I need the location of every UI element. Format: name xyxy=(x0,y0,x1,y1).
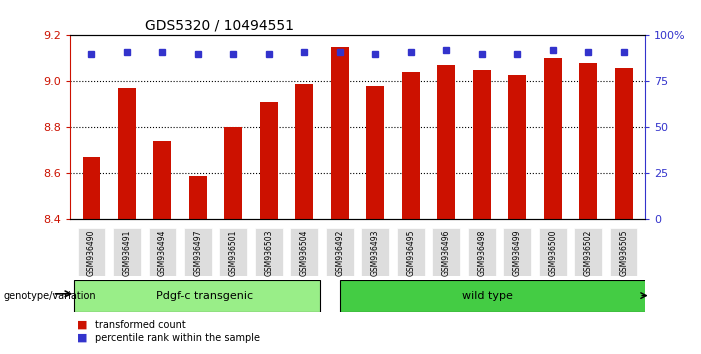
FancyBboxPatch shape xyxy=(362,228,389,276)
Text: GSM936499: GSM936499 xyxy=(512,229,522,275)
Text: GSM936494: GSM936494 xyxy=(158,229,167,275)
Text: GSM936497: GSM936497 xyxy=(193,229,203,275)
Text: GSM936496: GSM936496 xyxy=(442,229,451,275)
FancyBboxPatch shape xyxy=(219,228,247,276)
Bar xyxy=(295,84,313,219)
Bar xyxy=(579,63,597,219)
Text: GSM936495: GSM936495 xyxy=(407,229,415,275)
Text: wild type: wild type xyxy=(461,291,512,301)
Text: ■: ■ xyxy=(77,320,88,330)
Bar xyxy=(402,72,420,219)
Bar xyxy=(367,86,384,219)
FancyBboxPatch shape xyxy=(340,280,658,312)
Bar xyxy=(224,127,242,219)
Text: GSM936490: GSM936490 xyxy=(87,229,96,275)
Text: GSM936498: GSM936498 xyxy=(477,229,486,275)
FancyBboxPatch shape xyxy=(433,228,460,276)
FancyBboxPatch shape xyxy=(468,228,496,276)
Text: GSM936500: GSM936500 xyxy=(548,229,557,275)
FancyBboxPatch shape xyxy=(610,228,637,276)
FancyBboxPatch shape xyxy=(326,228,353,276)
FancyBboxPatch shape xyxy=(113,228,141,276)
Bar xyxy=(615,68,632,219)
Text: GSM936505: GSM936505 xyxy=(619,229,628,275)
FancyBboxPatch shape xyxy=(539,228,566,276)
Text: GSM936493: GSM936493 xyxy=(371,229,380,275)
Bar xyxy=(473,70,491,219)
Bar xyxy=(118,88,136,219)
Text: GSM936503: GSM936503 xyxy=(264,229,273,275)
Bar xyxy=(154,141,171,219)
Text: GSM936504: GSM936504 xyxy=(300,229,308,275)
Bar xyxy=(260,102,278,219)
FancyBboxPatch shape xyxy=(397,228,425,276)
FancyBboxPatch shape xyxy=(74,280,320,312)
Text: GSM936492: GSM936492 xyxy=(335,229,344,275)
Bar xyxy=(331,47,348,219)
Text: percentile rank within the sample: percentile rank within the sample xyxy=(95,333,259,343)
FancyBboxPatch shape xyxy=(255,228,283,276)
Text: transformed count: transformed count xyxy=(95,320,185,330)
FancyBboxPatch shape xyxy=(149,228,176,276)
FancyBboxPatch shape xyxy=(78,228,105,276)
Text: genotype/variation: genotype/variation xyxy=(4,291,96,301)
Bar xyxy=(83,158,100,219)
Text: GSM936502: GSM936502 xyxy=(584,229,592,275)
Text: GSM936491: GSM936491 xyxy=(123,229,131,275)
FancyBboxPatch shape xyxy=(290,228,318,276)
FancyBboxPatch shape xyxy=(574,228,602,276)
FancyBboxPatch shape xyxy=(503,228,531,276)
Text: ■: ■ xyxy=(77,333,88,343)
Bar xyxy=(544,58,562,219)
FancyBboxPatch shape xyxy=(184,228,212,276)
Text: GSM936501: GSM936501 xyxy=(229,229,238,275)
Bar xyxy=(508,75,526,219)
Bar xyxy=(189,176,207,219)
Text: Pdgf-c transgenic: Pdgf-c transgenic xyxy=(156,291,254,301)
Bar xyxy=(437,65,455,219)
Text: GDS5320 / 10494551: GDS5320 / 10494551 xyxy=(145,19,294,33)
